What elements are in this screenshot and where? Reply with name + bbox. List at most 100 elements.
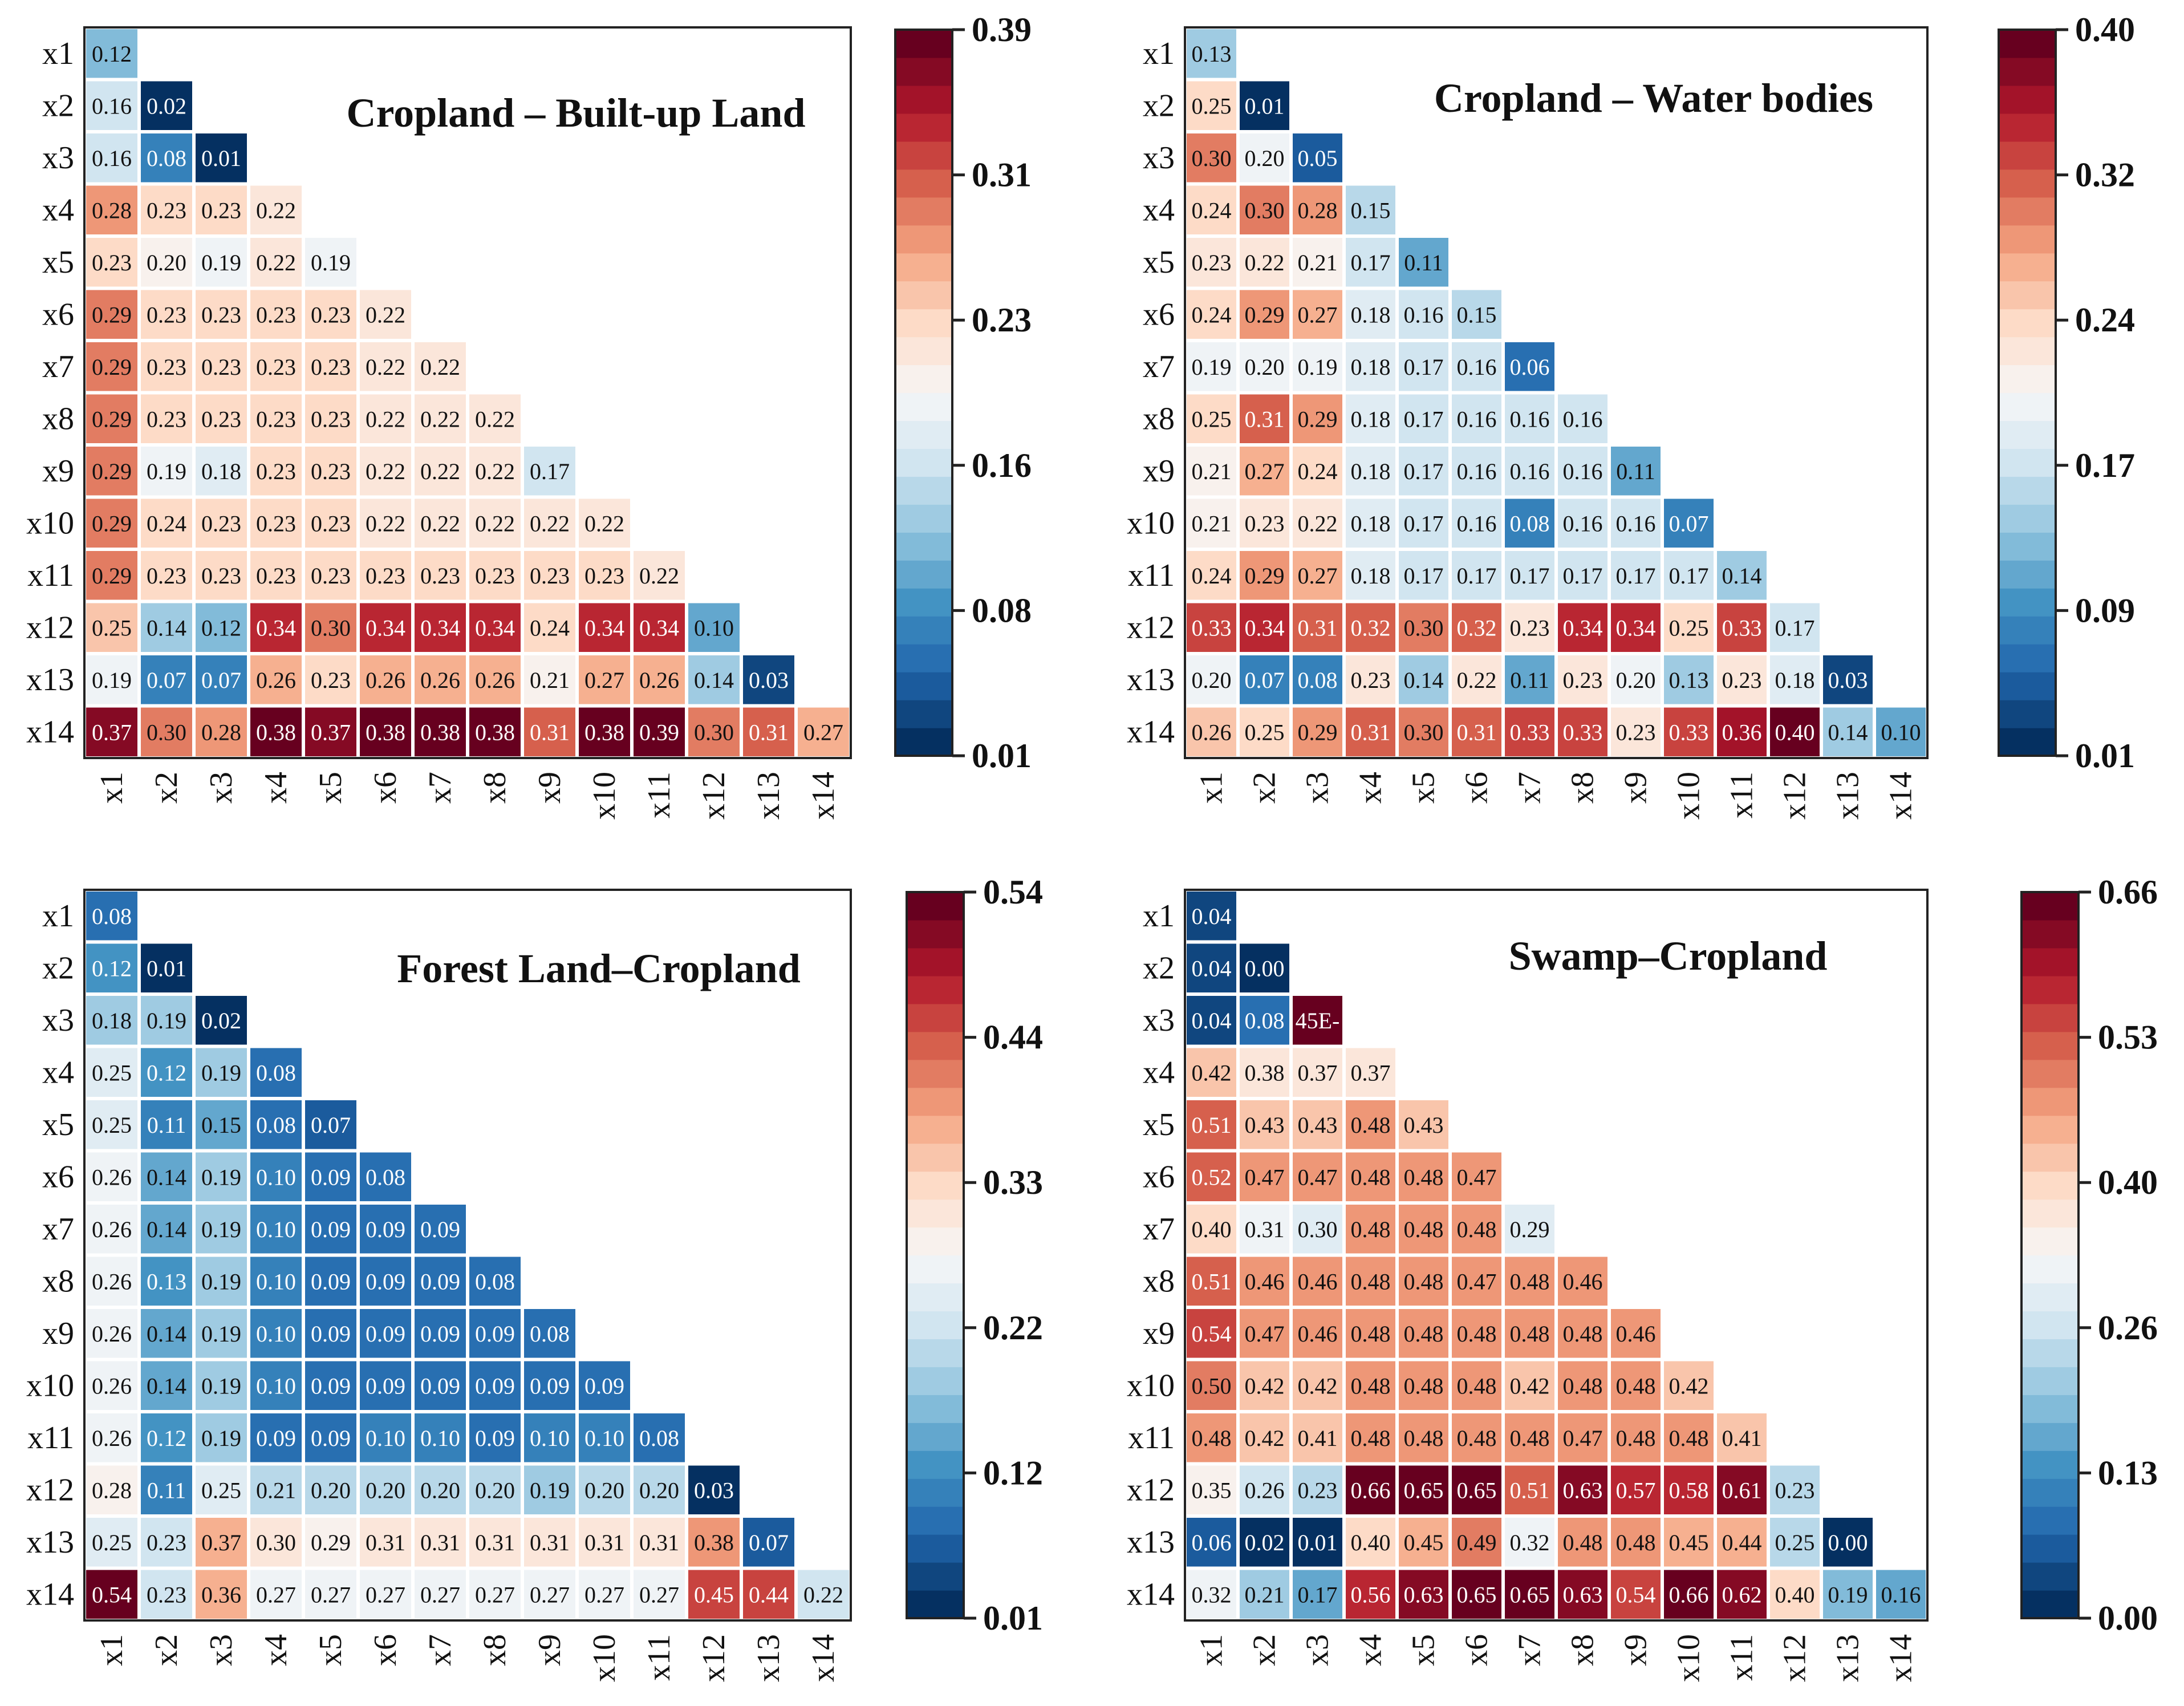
cell-value-label: 0.17 <box>1775 615 1815 641</box>
cell-value-label: 0.25 <box>1775 1530 1815 1555</box>
colorbar-band <box>2021 1423 2079 1451</box>
cell-value-label: 0.19 <box>311 250 351 275</box>
cell-value-label: 0.32 <box>1457 615 1497 641</box>
cell-value-label: 0.22 <box>420 510 460 536</box>
cell-value-label: 0.31 <box>1298 615 1338 641</box>
cell-value-label: 0.04 <box>1192 903 1232 929</box>
cell-value-label: 0.15 <box>201 1112 241 1138</box>
x-tick-label: x10 <box>1671 772 1707 820</box>
x-tick-label: x1 <box>1194 1634 1229 1666</box>
x-tick-label: x7 <box>423 1634 458 1666</box>
cell-value-label: 0.27 <box>803 719 843 745</box>
cell-value-label: 0.26 <box>1245 1477 1285 1503</box>
x-tick-label: x1 <box>94 1634 129 1666</box>
colorbar-band <box>2021 976 2079 1004</box>
colorbar-band <box>2021 1478 2079 1507</box>
cell-value-label: 0.43 <box>1298 1112 1338 1138</box>
cell-value-label: 0.58 <box>1669 1477 1709 1503</box>
cell-value-label: 0.23 <box>1351 667 1391 693</box>
colorbar-band <box>2021 920 2079 949</box>
cell-value-label: 0.12 <box>92 955 132 981</box>
x-tick-label: x3 <box>204 1634 239 1666</box>
y-tick-label: x13 <box>1127 662 1175 698</box>
cell-value-label: 0.19 <box>201 1373 241 1399</box>
cell-value-label: 0.08 <box>639 1425 679 1451</box>
cell-value-label: 0.23 <box>311 510 351 536</box>
y-tick-label: x5 <box>42 1107 74 1142</box>
colorbar-band <box>895 225 952 254</box>
cell-value-label: 0.23 <box>475 563 515 589</box>
cell-value-label: 0.04 <box>1192 955 1232 981</box>
y-tick-label: x14 <box>1127 1577 1175 1612</box>
x-tick-label: x2 <box>149 1634 184 1666</box>
cell-value-label: 0.17 <box>1616 563 1656 589</box>
colorbar-band <box>2021 1032 2079 1060</box>
cell-value-label: 0.48 <box>1510 1425 1550 1451</box>
cell-value-label: 0.19 <box>530 1477 570 1503</box>
cell-value-label: 0.63 <box>1563 1582 1603 1607</box>
cell-value-label: 0.30 <box>1245 197 1285 223</box>
cell-value-label: 0.32 <box>1510 1530 1550 1555</box>
cell-value-label: 0.14 <box>1828 719 1868 745</box>
cell-value-label: 0.48 <box>1351 1269 1391 1294</box>
y-tick-label: x6 <box>1143 297 1175 332</box>
cell-value-label: 0.14 <box>1722 563 1762 589</box>
cell-value-label: 0.14 <box>147 615 186 641</box>
cell-value-label: 0.28 <box>1298 197 1338 223</box>
colorbar-band <box>1999 476 2056 505</box>
cell-value-label: 0.19 <box>147 459 186 484</box>
x-tick-label: x6 <box>368 1634 403 1666</box>
cell-value-label: 0.10 <box>366 1425 405 1451</box>
cell-value-label: 0.48 <box>1563 1373 1603 1399</box>
cell-value-label: 0.48 <box>1351 1217 1391 1242</box>
cell-value-label: 0.02 <box>201 1008 241 1034</box>
cell-value-label: 0.09 <box>420 1321 460 1347</box>
cell-value-label: 0.37 <box>1298 1060 1338 1085</box>
y-tick-label: x12 <box>26 610 74 645</box>
colorbar: 0.00 0.13 0.26 0.40 0.53 0.66 <box>2021 873 2158 1637</box>
cell-value-label: 0.09 <box>420 1269 460 1294</box>
cell-value-label: 0.11 <box>147 1477 186 1503</box>
colorbar-tick-label: 0.22 <box>983 1309 1043 1347</box>
cell-value-label: 0.26 <box>475 667 515 693</box>
y-tick-label: x10 <box>26 1368 74 1403</box>
cell-value-label: 0.22 <box>584 510 624 536</box>
cell-value-label: 0.34 <box>1616 615 1656 641</box>
colorbar-band <box>907 892 964 921</box>
x-tick-label: x10 <box>587 772 622 820</box>
cell-value-label: 0.10 <box>694 615 734 641</box>
colorbar-band <box>1999 504 2056 533</box>
colorbar-tick-label: 0.40 <box>2098 1164 2158 1201</box>
cell-value-label: 0.27 <box>256 1582 296 1607</box>
cell-value-label: 0.27 <box>584 1582 624 1607</box>
colorbar-band <box>895 30 952 58</box>
figure: 0.12 0.16 0.02 0.16 0.08 0.01 0.28 0.23 0.23 0.22… <box>0 0 2184 1703</box>
x-tick-label: x11 <box>642 1634 677 1681</box>
cell-value-label: 0.31 <box>420 1530 460 1555</box>
colorbar-tick-label: 0.32 <box>2075 156 2135 194</box>
cell-value-label: 0.17 <box>530 459 570 484</box>
cell-value-label: 0.21 <box>1245 1582 1285 1607</box>
cell-value-label: 0.07 <box>201 667 241 693</box>
colorbar-band <box>1999 114 2056 142</box>
y-tick-label: x14 <box>1127 714 1175 749</box>
cell-value-label: 0.12 <box>92 41 132 67</box>
cell-value-label: 0.48 <box>1351 1164 1391 1190</box>
cell-value-label: 0.36 <box>201 1582 241 1607</box>
colorbar-tick-label: 0.08 <box>972 591 1032 629</box>
y-tick-label: x7 <box>42 349 74 384</box>
cell-value-label: 0.29 <box>1245 563 1285 589</box>
y-tick-label: x10 <box>26 505 74 541</box>
colorbar-band <box>907 1311 964 1339</box>
y-tick-label: x10 <box>1127 505 1175 541</box>
cell-value-label: 0.23 <box>201 406 241 432</box>
cell-value-label: 0.17 <box>1510 563 1550 589</box>
colorbar-tick-label: 0.09 <box>2075 591 2135 629</box>
cell-value-label: 0.14 <box>147 1164 186 1190</box>
cell-value-label: 0.10 <box>256 1217 296 1242</box>
cell-value-label: 0.23 <box>311 302 351 327</box>
colorbar-band <box>1999 616 2056 645</box>
cell-value-label: 0.62 <box>1722 1582 1762 1607</box>
cell-value-label: 0.37 <box>201 1530 241 1555</box>
cell-value-label: 0.22 <box>1457 667 1497 693</box>
